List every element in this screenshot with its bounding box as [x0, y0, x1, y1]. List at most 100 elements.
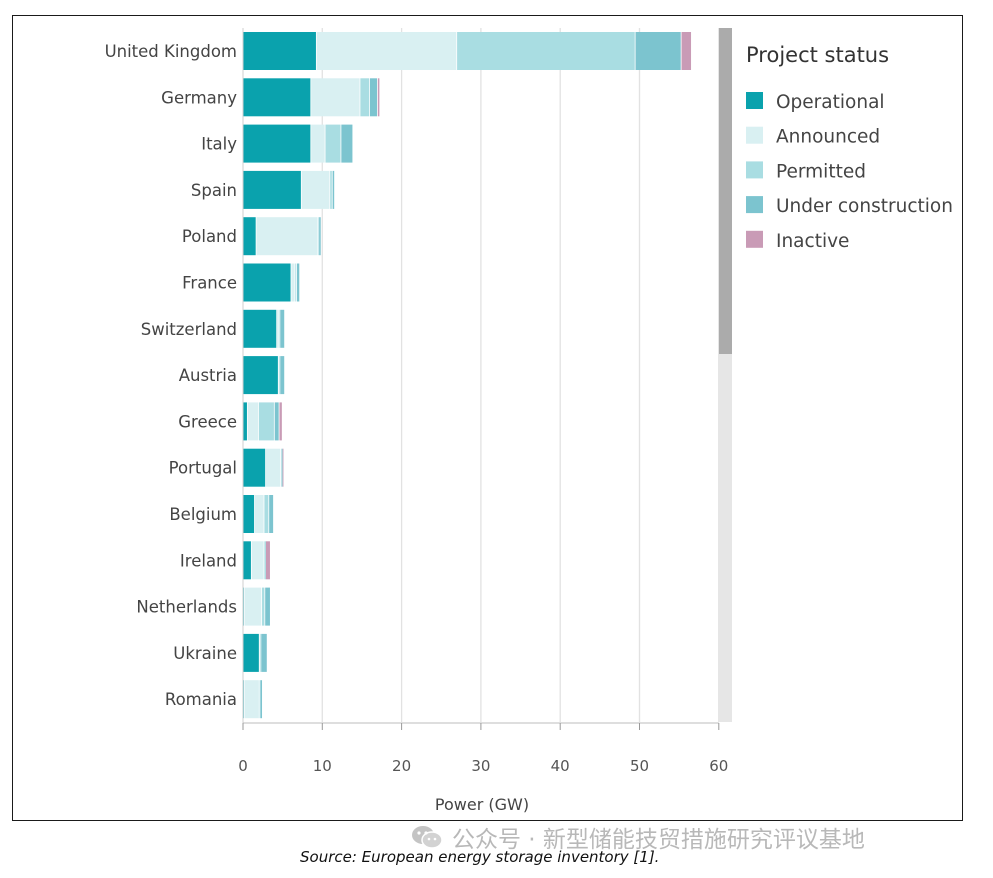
bar-operational	[243, 263, 291, 302]
legend-swatch	[746, 230, 763, 248]
bar-permitted	[318, 217, 319, 256]
source-caption: Source: European energy storage inventor…	[300, 848, 660, 866]
x-tick-label: 50	[630, 757, 649, 775]
category-label: Italy	[201, 135, 237, 154]
category-label: United Kingdom	[105, 42, 237, 61]
bar-inactive	[377, 78, 380, 117]
category-label: Greece	[178, 412, 237, 431]
category-label: Romania	[165, 690, 237, 709]
bar-permitted	[262, 587, 265, 626]
bar-operational	[243, 495, 255, 533]
bar-announced	[256, 217, 318, 256]
bar-announced	[244, 587, 262, 626]
category-label: Switzerland	[141, 320, 237, 339]
watermark-text: 公众号 · 新型储能技贸措施研究评议基地	[452, 827, 865, 853]
bar-announced	[254, 495, 264, 533]
legend-label: Under construction	[776, 196, 953, 217]
bar-announced	[251, 541, 264, 580]
wechat-icon	[412, 826, 443, 849]
bar-permitted	[264, 541, 266, 580]
bar-permitted	[258, 402, 274, 441]
x-tick-label: 60	[709, 757, 728, 775]
bar-inactive	[282, 448, 284, 487]
bar-permitted	[325, 124, 341, 163]
bar-operational	[243, 541, 251, 580]
bar-inactive	[279, 402, 282, 441]
bar-permitted	[259, 680, 261, 719]
category-label: Ukraine	[173, 644, 237, 663]
bar-operational	[243, 402, 247, 441]
legend-swatch	[746, 196, 763, 214]
bar-announced	[244, 680, 259, 719]
bar-announced	[265, 448, 281, 487]
legend-swatch	[746, 126, 763, 144]
bar-permitted	[295, 263, 297, 302]
bar-announced	[259, 633, 261, 672]
bar-operational	[243, 124, 311, 163]
bar-permitted	[279, 309, 281, 348]
category-label: Belgium	[169, 505, 237, 524]
bar-under-construction	[265, 541, 266, 580]
bar-under-construction	[332, 170, 335, 209]
bar-under-construction	[296, 263, 300, 302]
legend-label: Permitted	[776, 161, 866, 182]
category-label: Austria	[179, 366, 237, 385]
bar-under-construction	[261, 633, 267, 672]
bar-under-construction	[369, 78, 378, 117]
bar-permitted	[264, 495, 269, 533]
bar-under-construction	[269, 495, 274, 533]
bar-under-construction	[274, 402, 279, 441]
bar-operational	[243, 170, 301, 209]
category-label: Ireland	[180, 551, 237, 570]
bar-announced	[311, 124, 325, 163]
bar-announced	[301, 170, 330, 209]
legend-title: Project status	[746, 43, 889, 67]
bar-operational	[243, 78, 311, 117]
bar-under-construction	[319, 217, 321, 256]
scroll-thumb	[719, 28, 732, 354]
bar-under-construction	[635, 32, 681, 70]
bar-announced	[277, 309, 279, 348]
category-label: Spain	[191, 181, 237, 200]
bar-announced	[278, 356, 280, 395]
x-axis-title: Power (GW)	[435, 795, 529, 814]
category-label: France	[182, 274, 237, 293]
legend-label: Inactive	[776, 231, 849, 252]
bar-permitted	[457, 32, 635, 70]
chart-frame	[12, 15, 963, 821]
bar-under-construction	[281, 448, 283, 487]
legend-label: Operational	[776, 92, 885, 113]
category-label: Portugal	[169, 459, 237, 478]
bar-operational	[243, 217, 256, 256]
category-label: Netherlands	[136, 598, 237, 617]
bar-permitted	[281, 448, 282, 487]
bar-under-construction	[280, 309, 285, 348]
category-label: Germany	[161, 88, 237, 107]
bar-inactive	[265, 541, 270, 580]
bar-permitted	[330, 170, 332, 209]
watermark: 公众号 · 新型储能技贸措施研究评议基地	[410, 820, 865, 854]
bar-announced	[316, 32, 457, 70]
bar-permitted	[279, 356, 281, 395]
bar-under-construction	[280, 356, 285, 395]
bar-operational	[243, 633, 259, 672]
x-tick-label: 10	[313, 757, 332, 775]
x-tick-label: 30	[471, 757, 490, 775]
category-label: Poland	[182, 227, 237, 246]
bar-operational	[243, 448, 266, 487]
bar-announced	[291, 263, 295, 302]
x-tick-label: 0	[238, 757, 248, 775]
bar-announced	[311, 78, 360, 117]
bar-under-construction	[260, 680, 263, 719]
x-tick-label: 20	[392, 757, 411, 775]
bar-under-construction	[265, 587, 270, 626]
legend-swatch	[746, 92, 763, 109]
bar-operational	[243, 32, 316, 70]
bar-operational	[243, 309, 277, 348]
x-tick-label: 40	[551, 757, 570, 775]
bar-inactive	[681, 32, 692, 70]
bar-announced	[247, 402, 259, 441]
bar-under-construction	[341, 124, 353, 163]
legend-label: Announced	[776, 127, 880, 148]
